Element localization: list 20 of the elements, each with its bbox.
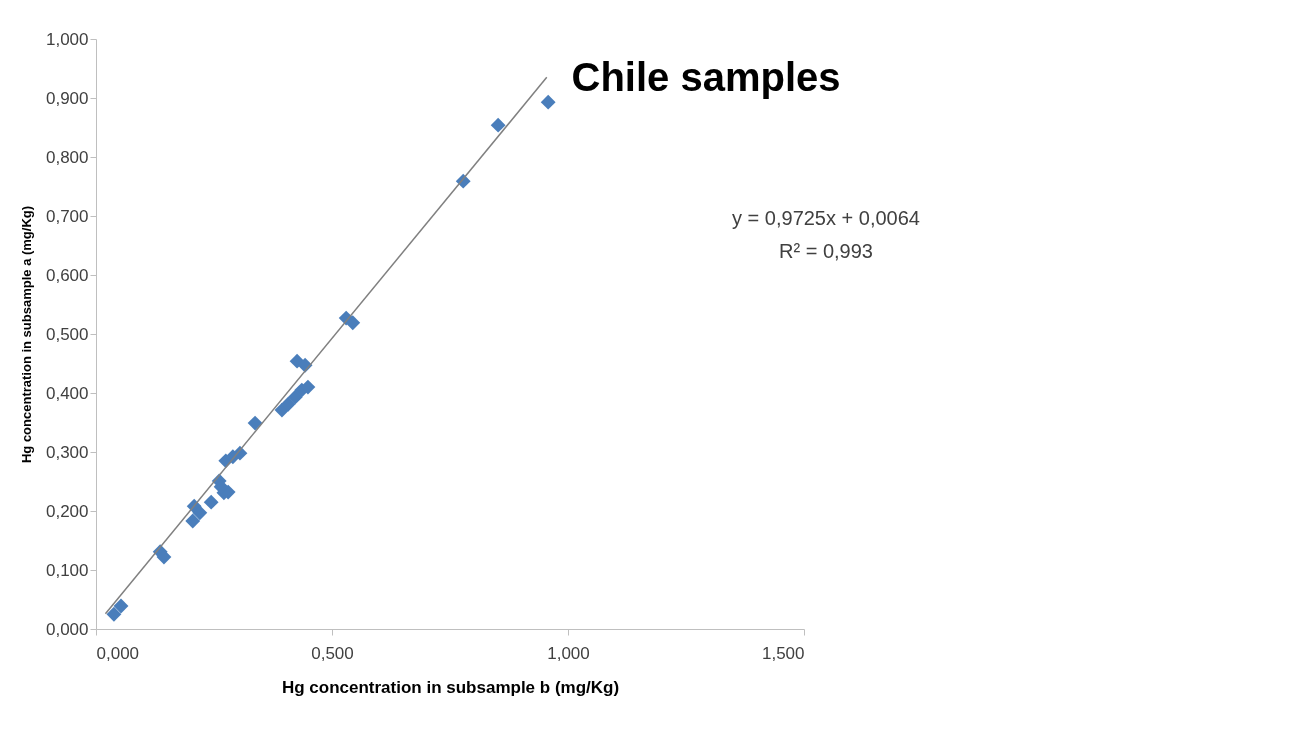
y-tick-label: 0,600 bbox=[45, 265, 89, 285]
x-tick-label: 1,000 bbox=[547, 643, 590, 663]
y-tick-label: 0,200 bbox=[45, 501, 89, 521]
annotation: R² = 0,993 bbox=[779, 240, 873, 262]
x-tick-label: 0,000 bbox=[96, 643, 140, 663]
y-tick-label: 0,800 bbox=[45, 147, 89, 167]
annotation: y = 0,9725x + 0,0064 bbox=[732, 207, 920, 229]
y-tick-label: 1,000 bbox=[45, 29, 89, 49]
y-tick-label: 0,100 bbox=[45, 560, 89, 580]
x-tick-label: 1,500 bbox=[761, 643, 805, 663]
chart-title: Chile samples bbox=[571, 55, 841, 99]
y-tick-label: 0,700 bbox=[45, 206, 89, 226]
y-tick-label: 0,300 bbox=[45, 442, 89, 462]
y-tick-label: 0,900 bbox=[45, 88, 89, 108]
y-tick-label: 0,400 bbox=[45, 383, 89, 403]
y-axis-title: Hg concentration in subsample a (mg/Kg) bbox=[18, 205, 34, 464]
x-tick-label: 0,500 bbox=[311, 643, 354, 663]
x-axis-title: Hg concentration in subsample b (mg/Kg) bbox=[281, 677, 620, 697]
y-tick-label: 0,000 bbox=[45, 619, 89, 639]
y-tick-label: 0,500 bbox=[45, 324, 89, 344]
